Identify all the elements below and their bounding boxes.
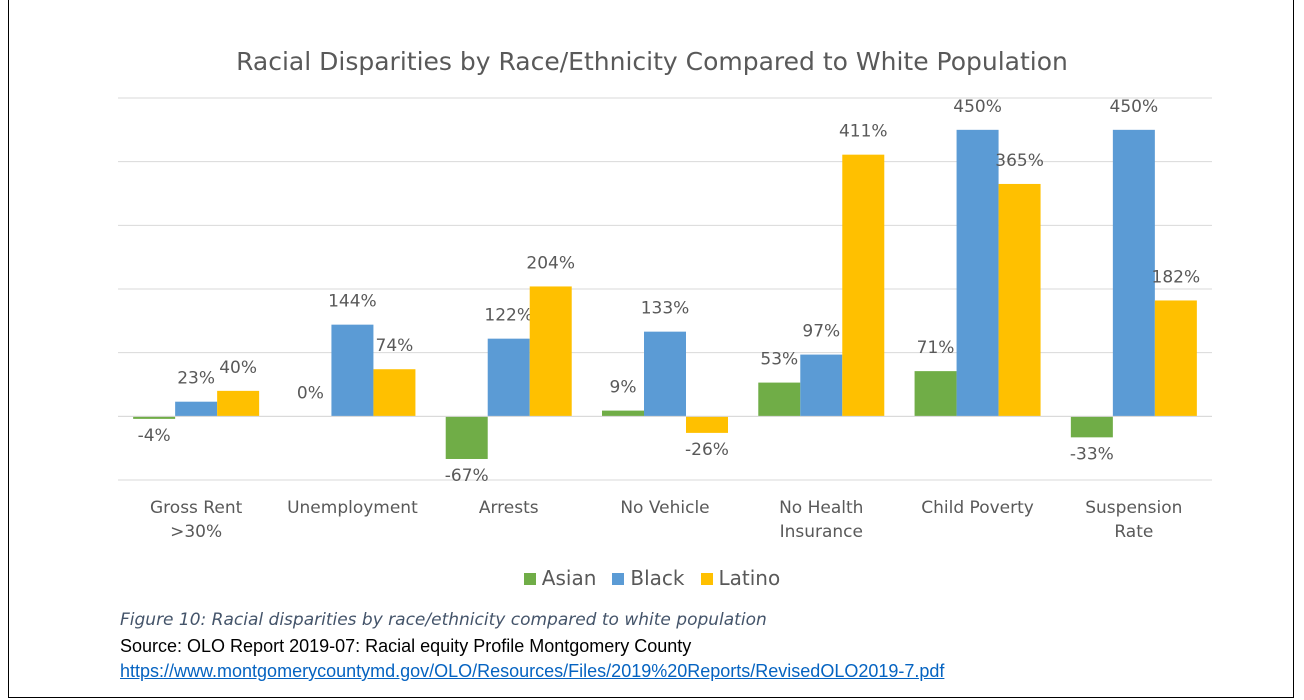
bar: [1154, 300, 1197, 417]
legend-item: Black: [612, 566, 685, 590]
bar: [133, 416, 176, 419]
x-tick-label: Child Poverty: [921, 498, 1034, 518]
bar: [956, 129, 999, 417]
data-label: 0%: [297, 383, 324, 403]
x-tick-label: No Health Insurance: [779, 498, 864, 542]
frame: [8, 0, 1294, 698]
bar: [800, 354, 843, 417]
x-tick-label: Unemployment: [287, 498, 418, 518]
data-label: 53%: [760, 350, 798, 370]
x-tick-label: Arrests: [478, 498, 539, 518]
data-label: 23%: [177, 369, 215, 389]
legend-label: Black: [630, 566, 685, 590]
bar: [842, 154, 885, 417]
data-label: 122%: [484, 306, 533, 326]
bar: [445, 416, 488, 459]
x-tick-label: Suspension Rate: [1085, 498, 1183, 542]
legend-item: Asian: [523, 566, 597, 590]
bar: [1112, 129, 1155, 417]
bar: [758, 382, 801, 417]
data-label: 450%: [953, 97, 1002, 117]
legend-item: Latino: [700, 566, 781, 590]
legend-swatch: [612, 573, 625, 585]
data-label: 9%: [610, 378, 637, 398]
link[interactable]: https://www.montgomerycountymd.gov/OLO/R…: [120, 661, 945, 681]
bar: [487, 338, 530, 417]
caption: Figure 10: Racial disparities by race/et…: [120, 610, 767, 630]
source: Source: OLO Report 2019-07: Racial equit…: [120, 636, 692, 656]
legend-swatch: [700, 573, 713, 585]
legend-swatch: [523, 573, 536, 585]
bar: [644, 331, 686, 417]
x-tick-label: No Vehicle: [620, 498, 710, 518]
data-label: -26%: [685, 440, 729, 460]
legend: Asian Black Latino: [0, 566, 1304, 590]
bar: [529, 286, 572, 417]
bar: [686, 416, 728, 433]
bar: [331, 324, 374, 417]
data-label: 450%: [1110, 97, 1159, 117]
bar: [602, 410, 644, 417]
bar: [175, 401, 218, 417]
data-label: -33%: [1070, 444, 1114, 464]
bar: [998, 183, 1041, 417]
data-label: -4%: [138, 426, 171, 446]
data-label: 40%: [219, 358, 257, 378]
data-label: 365%: [995, 151, 1044, 171]
data-label: 411%: [839, 122, 888, 142]
data-label: 133%: [641, 299, 690, 319]
bar: [373, 369, 416, 417]
data-label: 71%: [917, 338, 955, 358]
bar: [914, 371, 957, 417]
legend-label: Latino: [718, 566, 781, 590]
data-label: 144%: [328, 292, 377, 312]
bar: [217, 390, 260, 417]
data-label: 182%: [1152, 267, 1201, 287]
data-label: -67%: [445, 466, 489, 486]
data-label: 204%: [526, 253, 575, 273]
legend-label: Asian: [541, 566, 597, 590]
x-tick-label: Gross Rent >30%: [150, 498, 243, 542]
data-label: 74%: [376, 336, 414, 356]
bar: [1070, 416, 1113, 438]
data-label: 97%: [802, 322, 840, 342]
chart-title: Racial Disparities by Race/Ethnicity Com…: [236, 47, 1068, 76]
